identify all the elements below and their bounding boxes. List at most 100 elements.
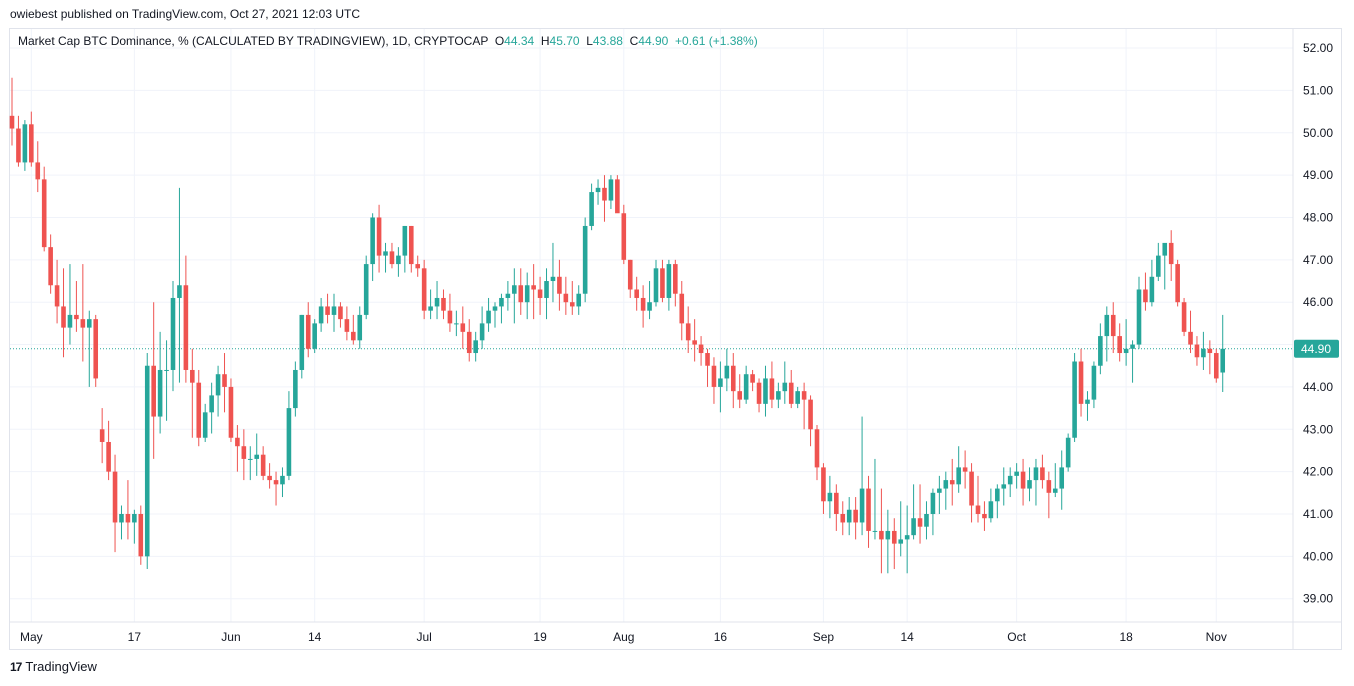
symbol-name[interactable]: Market Cap BTC Dominance, % (CALCULATED … [18, 34, 489, 48]
chart-frame [9, 28, 1342, 650]
close-key: C [629, 34, 639, 48]
candle-body [1104, 314, 1110, 337]
candle-body [821, 467, 826, 502]
candle-body [35, 162, 41, 180]
candle-body [885, 530, 891, 540]
price-tick-label: 41.00 [1303, 507, 1333, 521]
price-tag-box [1294, 339, 1339, 358]
candle-body [711, 365, 717, 387]
price-tick-label: 50.00 [1303, 126, 1333, 140]
candle-body [917, 518, 923, 527]
current-price-tag: 44.90 [1294, 339, 1339, 358]
time-tick-label: Oct [1007, 630, 1026, 644]
candle-body [16, 128, 21, 163]
candle-body [859, 488, 865, 523]
time-tick-label: 18 [1119, 630, 1133, 644]
candle-body [402, 225, 408, 256]
candle-body [370, 217, 375, 265]
candle-body [724, 365, 730, 379]
candle-body [943, 480, 949, 489]
candle-body [74, 314, 79, 320]
candle-body [569, 302, 575, 307]
candle-body [183, 285, 189, 370]
candle-body [563, 293, 569, 303]
candle-body [125, 513, 131, 523]
candle-body [679, 293, 685, 324]
publisher-line: owiebest published on TradingView.com, O… [10, 7, 360, 21]
tradingview-mark-icon: 17 [10, 659, 22, 674]
price-tick-label: 51.00 [1303, 83, 1333, 97]
candle-body [67, 314, 73, 328]
candle-body [1123, 348, 1129, 354]
candle-body [1078, 361, 1084, 404]
candle-body [1213, 353, 1219, 379]
candle-body [151, 365, 156, 417]
price-tick-label: 40.00 [1303, 549, 1333, 563]
candle-body [499, 297, 504, 307]
candle-body [1033, 467, 1039, 481]
candle-body [1065, 437, 1071, 468]
candle-body [1091, 365, 1097, 400]
candle-body [956, 467, 961, 485]
candle-body [537, 289, 543, 298]
candle-body [144, 365, 150, 557]
candle-body [299, 314, 305, 370]
candle-body [202, 412, 208, 438]
candle-body [376, 217, 382, 256]
candle-body [1110, 314, 1116, 337]
candle-body [763, 378, 768, 404]
candle-body [769, 378, 775, 400]
candle-body [840, 513, 846, 523]
candle-body [692, 340, 697, 345]
candle-body [582, 225, 588, 294]
candle-body [421, 268, 427, 311]
candle-body [99, 429, 105, 442]
time-tick-label: 16 [714, 630, 728, 644]
symbol-legend: Market Cap BTC Dominance, % (CALCULATED … [18, 34, 758, 48]
candle-body [879, 530, 884, 540]
high-key: H [540, 34, 550, 48]
time-tick-label: May [20, 630, 43, 644]
candle-body [241, 446, 247, 459]
candle-body [228, 386, 234, 438]
candle-body [608, 179, 614, 201]
candle-body [531, 285, 536, 290]
candle-body [640, 297, 646, 311]
candle-body [1007, 475, 1013, 485]
time-tick-label: Nov [1206, 630, 1227, 644]
tradingview-logo[interactable]: 17 TradingView [10, 659, 97, 674]
candle-body [408, 225, 414, 265]
candle-body [834, 492, 839, 514]
price-tick-label: 52.00 [1303, 41, 1333, 55]
candle-body [621, 213, 627, 260]
candle-body [1194, 344, 1200, 358]
tradingview-wordmark: TradingView [25, 659, 97, 674]
candle-body [1201, 348, 1206, 358]
candle-body [576, 293, 582, 307]
candle-body [660, 268, 665, 298]
candle-body [730, 365, 736, 392]
candle-body [718, 378, 723, 387]
price-tick-label: 43.00 [1303, 422, 1333, 436]
candle-body [795, 391, 800, 404]
candle-body [1175, 264, 1180, 303]
candle-body [743, 374, 749, 400]
time-tick-label: Jun [221, 630, 240, 644]
candle-body [1207, 348, 1213, 354]
candle-body [924, 513, 929, 527]
candle-body [363, 264, 369, 315]
candle-body [557, 276, 562, 294]
price-tag-label: 44.90 [1301, 342, 1331, 356]
candle-body [492, 306, 498, 311]
candle-body [814, 429, 820, 468]
candle-body [750, 374, 755, 383]
candle-body [737, 391, 743, 400]
candle-body [428, 306, 433, 311]
candle-body [48, 247, 53, 286]
candle-body [1168, 242, 1174, 265]
candle-body [505, 293, 511, 298]
candle-body [518, 285, 524, 303]
high-value: 45.70 [549, 34, 580, 48]
candle-body [1020, 471, 1026, 489]
